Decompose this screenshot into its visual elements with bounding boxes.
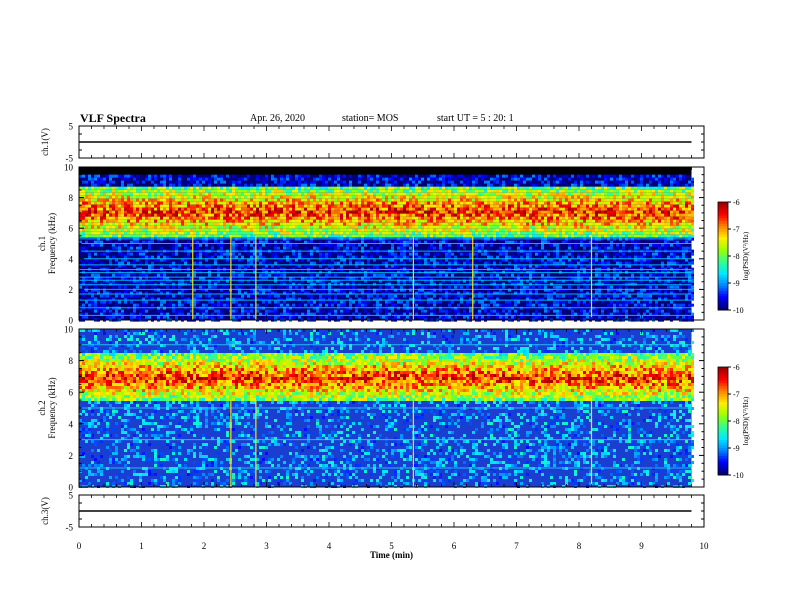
ch3-voltage-ylabel: ch.3(V) xyxy=(40,497,50,525)
ch1-spectrogram-colorbar-tick: -9 xyxy=(733,279,740,288)
ch2-spectrogram-colorbar-tick: -6 xyxy=(733,363,740,372)
time-tick-label: 2 xyxy=(202,541,207,551)
ch1-spectrogram-ytick-label: 2 xyxy=(69,285,74,295)
ch1-spectrogram-ylabel: ch.1Frequency (kHz) xyxy=(37,213,57,274)
ch1-spectrogram-colorbar-tick: -8 xyxy=(733,252,740,261)
ch2-spectrogram-ytick-label: 8 xyxy=(69,356,74,366)
ch1-voltage-ytick-label: 5 xyxy=(69,122,74,132)
time-tick-label: 5 xyxy=(389,541,394,551)
ch2-spectrogram-ytick-label: 2 xyxy=(69,451,74,461)
ch1-spectrogram-colorbar-tick: -6 xyxy=(733,198,740,207)
ch1-spectrogram-ytick-label: 0 xyxy=(69,316,74,326)
time-tick-label: 0 xyxy=(77,541,82,551)
ch3-voltage-panel: 5 -5 ch.3(V) xyxy=(40,491,705,533)
ch1-spectrogram-frame-time-ticks xyxy=(78,167,705,320)
ch2-spectrogram-ytick-label: 10 xyxy=(64,325,74,335)
ch1-spectrogram-colorbar-tick: -10 xyxy=(733,306,744,315)
ch2-spectrogram-colorbar-tick: -8 xyxy=(733,417,740,426)
time-axis: 0 1 2 3 4 5 6 7 8 9 10 Time (min) xyxy=(77,541,709,560)
start-time-label: start UT = 5 : 20: 1 xyxy=(437,113,514,124)
ch2-spectrogram-panel: 0 2 4 6 8 10 ch.2Frequency (kHz) xyxy=(37,325,705,493)
time-tick-label: 9 xyxy=(639,541,644,551)
ch2-spectrogram-colorbar-label: log(PSD)(V²/Hz) xyxy=(742,396,750,445)
ch2-spectrogram-frame-time-ticks xyxy=(78,329,705,487)
station-label: station= MOS xyxy=(342,113,399,124)
ch2-colorbar: -6 -7 -8 -9 -10 log(PSD)(V²/Hz) xyxy=(717,363,750,480)
ch1-voltage-ytick-label: -5 xyxy=(66,154,74,164)
ch1-colorbar: -6 -7 -8 -9 -10 log(PSD)(V²/Hz) xyxy=(717,198,750,315)
ch3-voltage-ytick-label: -5 xyxy=(66,523,74,533)
ch2-spectrogram-ytick-label: 0 xyxy=(69,483,74,493)
ch2-spectrogram-image xyxy=(79,329,694,488)
time-tick-label: 1 xyxy=(139,541,144,551)
ch1-spectrogram-ytick-label: 10 xyxy=(64,163,74,173)
ch2-spectrogram-colorbar-tick: -9 xyxy=(733,444,740,453)
ch1-voltage-panel: 5 -5 ch.1(V) xyxy=(40,122,705,164)
ch1-spectrogram-colorbar-label: log(PSD)(V²/Hz) xyxy=(742,231,750,280)
time-axis-label: Time (min) xyxy=(370,550,413,560)
figure-title: VLF Spectra xyxy=(80,111,146,125)
ch2-spectrogram-ylabel: ch.2Frequency (kHz) xyxy=(37,377,57,438)
ch1-spectrogram-panel: 0 2 4 6 8 10 ch.1Frequency (kHz) xyxy=(37,163,705,326)
time-tick-label: 4 xyxy=(327,541,332,551)
ch1-spectrogram-ytick-label: 8 xyxy=(69,193,74,203)
ch1-voltage-ylabel: ch.1(V) xyxy=(40,128,50,156)
time-tick-label: 6 xyxy=(452,541,457,551)
ch2-spectrogram-colorbar-tick: -7 xyxy=(733,390,740,399)
date-label: Apr. 26, 2020 xyxy=(250,113,305,124)
ch1-spectrogram-colorbar-tick: -7 xyxy=(733,225,740,234)
ch2-spectrogram-colorbar-tick: -10 xyxy=(733,471,744,480)
time-tick-label: 7 xyxy=(514,541,519,551)
time-tick-label: 8 xyxy=(577,541,582,551)
ch1-spectrogram-ytick-label: 6 xyxy=(69,224,74,234)
time-tick-label: 10 xyxy=(700,541,710,551)
ch1-spectrogram-image xyxy=(79,167,694,322)
ch1-voltage-frame-time-ticks xyxy=(78,126,705,158)
ch2-spectrogram-ytick-label: 6 xyxy=(69,388,74,398)
ch1-spectrogram-ytick-label: 4 xyxy=(69,254,74,264)
ch2-spectrogram-ytick-label: 4 xyxy=(69,419,74,429)
ch3-voltage-frame-time-ticks xyxy=(78,495,705,527)
time-tick-label: 3 xyxy=(264,541,269,551)
ch3-voltage-ytick-label: 5 xyxy=(69,491,74,501)
